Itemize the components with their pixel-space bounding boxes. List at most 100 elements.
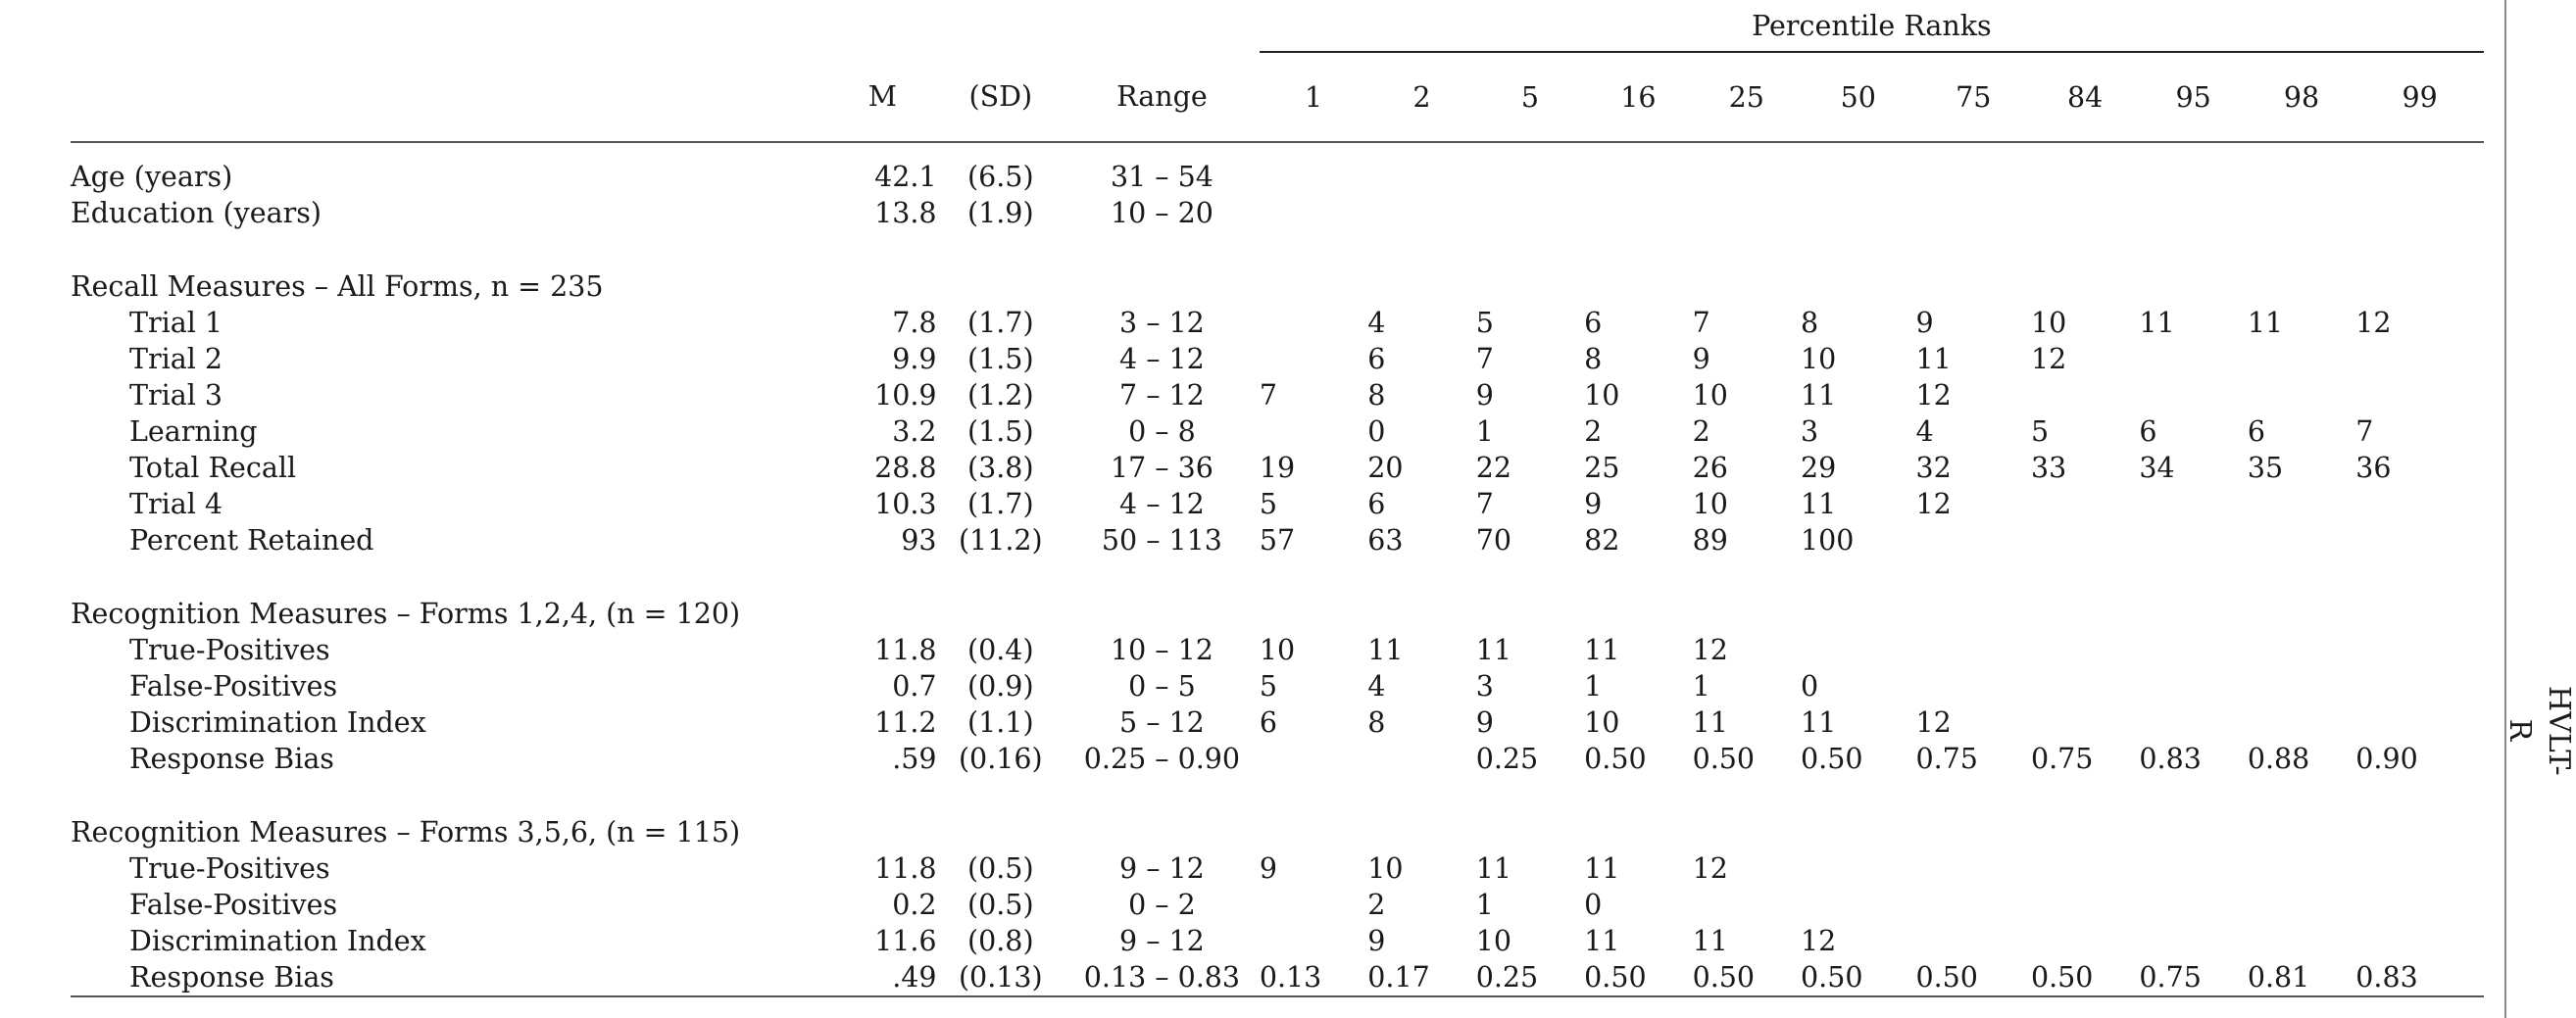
section-heading-row: Recognition Measures – Forms 3,5,6, (n =… xyxy=(71,814,2484,850)
range-cell: 10 – 12 xyxy=(1110,634,1214,666)
table-row: Trial 2 9.9 (1.5) 4 – 12 6 7 8 9 10 11 12 xyxy=(71,341,2484,377)
percentile-cell: 0.50 xyxy=(1915,959,2031,997)
percentile-cell: 70 xyxy=(1475,524,1511,557)
range-cell: 7 – 12 xyxy=(1119,379,1205,412)
percentile-cell: 1 xyxy=(1475,889,1494,921)
percentile-cell: 9 xyxy=(1692,343,1710,375)
table-row: False-Positives 0.2 (0.5) 0 – 2 2 1 0 xyxy=(71,887,2484,923)
row-label: False-Positives xyxy=(129,889,338,921)
sd-column-header: (SD) xyxy=(936,52,1065,143)
percentile-cell xyxy=(2248,486,2355,522)
percentile-cell: 12 xyxy=(2030,343,2067,375)
percentile-cell xyxy=(2139,887,2247,923)
percentile-header-25: 25 xyxy=(1692,52,1802,143)
percentile-cell xyxy=(1260,159,1367,195)
percentile-cell xyxy=(2031,668,2139,704)
percentile-header-98: 98 xyxy=(2247,52,2356,143)
percentile-cell: 11 xyxy=(1367,634,1404,666)
percentile-cell xyxy=(1260,887,1367,923)
row-spacer xyxy=(71,558,2484,596)
label-column-header xyxy=(71,52,829,143)
percentile-cell: 22 xyxy=(1475,452,1511,484)
percentile-cell: 5 xyxy=(1259,488,1277,520)
row-label: Total Recall xyxy=(129,452,297,484)
percentile-cell xyxy=(2355,195,2484,231)
percentile-cell: 0.75 xyxy=(2030,743,2094,775)
percentile-cell: 0 xyxy=(1584,889,1603,921)
percentile-cell: 12 xyxy=(1801,925,1837,957)
table-row: Discrimination Index 11.6 (0.8) 9 – 12 9 10 11… xyxy=(71,923,2484,959)
range-cell: 0.25 – 0.90 xyxy=(1083,743,1241,775)
percentile-cell: 0 xyxy=(1367,415,1386,448)
percentile-cell: 10 xyxy=(1475,925,1511,957)
percentile-cell: 10 xyxy=(1367,852,1404,885)
table-row: Response Bias .49 (0.13) 0.13 – 0.83 0.13 0.1… xyxy=(71,959,2484,997)
percentile-cell xyxy=(2139,159,2247,195)
percentile-cell: 100 xyxy=(1801,524,1855,557)
percentile-cell: 34 xyxy=(2139,452,2175,484)
row-label: Discrimination Index xyxy=(129,925,426,957)
percentile-cell xyxy=(1476,195,1584,231)
percentile-cell: 0.25 xyxy=(1475,959,1585,997)
percentile-cell: 11 xyxy=(2247,307,2284,339)
range-cell: 50 – 113 xyxy=(1101,524,1222,557)
range-cell: 0 – 2 xyxy=(1128,889,1196,921)
percentile-cell: 6 xyxy=(1584,307,1603,339)
percentile-cell xyxy=(1915,923,2030,959)
percentile-cell xyxy=(1693,159,1801,195)
percentile-cell: 10 xyxy=(1692,379,1728,412)
column-header-row: M (SD) Range 1 2 5 16 25 50 75 84 95 98 99 xyxy=(71,52,2484,143)
mean-cell: 3.2 xyxy=(892,415,937,448)
row-label: True-Positives xyxy=(129,634,330,666)
percentile-cell: 11 xyxy=(1692,706,1728,739)
percentile-cell xyxy=(2031,195,2139,231)
percentile-cell: 7 xyxy=(2355,415,2374,448)
table-row: Trial 3 10.9 (1.2) 7 – 12 7 8 9 10 10 11 12 xyxy=(71,377,2484,413)
sd-cell: (1.1) xyxy=(967,706,1034,739)
row-label: Trial 2 xyxy=(129,343,223,375)
percentile-cell: 0.17 xyxy=(1367,959,1476,997)
percentile-cell: 9 xyxy=(1367,925,1386,957)
percentile-cell: 20 xyxy=(1367,452,1404,484)
percentile-cell xyxy=(2355,486,2484,522)
mean-cell: 11.2 xyxy=(874,706,937,739)
mean-cell: 0.2 xyxy=(892,889,937,921)
percentile-cell xyxy=(2139,923,2247,959)
percentile-cell xyxy=(1260,741,1367,777)
range-cell: 9 – 12 xyxy=(1119,925,1205,957)
percentile-cell xyxy=(2031,704,2139,741)
section-title: Recognition Measures – Forms 1,2,4, (n =… xyxy=(71,598,741,630)
range-cell: 9 – 12 xyxy=(1119,852,1205,885)
percentile-cell: 11 xyxy=(1692,925,1728,957)
range-cell: 0 – 8 xyxy=(1128,415,1196,448)
sd-cell: (0.9) xyxy=(967,670,1034,703)
page-margin-rule xyxy=(2504,0,2506,1018)
mean-column-header: M xyxy=(828,52,937,143)
percentile-cell: 11 xyxy=(1584,925,1620,957)
percentile-cell xyxy=(1367,159,1475,195)
range-cell: 3 – 12 xyxy=(1119,307,1205,339)
percentile-cell xyxy=(2355,522,2484,558)
percentile-cell: 9 xyxy=(1475,379,1494,412)
percentile-cell xyxy=(2139,850,2247,887)
percentile-cell xyxy=(1584,159,1692,195)
percentile-cell: 0.50 xyxy=(1801,743,1863,775)
percentile-cell: 11 xyxy=(1584,634,1620,666)
percentile-cell xyxy=(2355,632,2484,668)
row-label: False-Positives xyxy=(129,670,338,703)
percentile-cell xyxy=(1801,195,1915,231)
mean-cell: 93 xyxy=(901,524,937,557)
percentile-cell: 12 xyxy=(1915,706,1952,739)
range-cell: 10 – 20 xyxy=(1110,197,1214,229)
percentile-cell xyxy=(1260,305,1367,341)
percentile-cell: 0.50 xyxy=(1801,959,1916,997)
percentile-cell xyxy=(2031,522,2139,558)
percentile-cell xyxy=(2139,704,2247,741)
mean-cell: 42.1 xyxy=(874,161,937,193)
sd-cell: (1.2) xyxy=(967,379,1034,412)
percentile-header-16: 16 xyxy=(1584,52,1693,143)
percentile-cell: 0 xyxy=(1801,670,1819,703)
percentile-cell: 10 xyxy=(1584,706,1620,739)
percentile-cell: 0.81 xyxy=(2247,959,2356,997)
percentile-cell: 11 xyxy=(1915,343,1952,375)
